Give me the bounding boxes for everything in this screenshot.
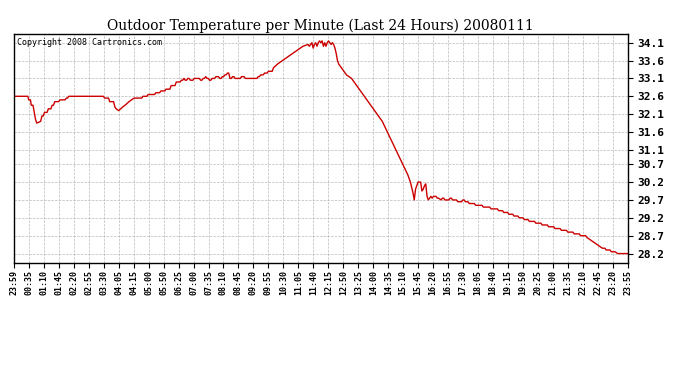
Title: Outdoor Temperature per Minute (Last 24 Hours) 20080111: Outdoor Temperature per Minute (Last 24 … xyxy=(108,18,534,33)
Text: Copyright 2008 Cartronics.com: Copyright 2008 Cartronics.com xyxy=(17,38,162,47)
